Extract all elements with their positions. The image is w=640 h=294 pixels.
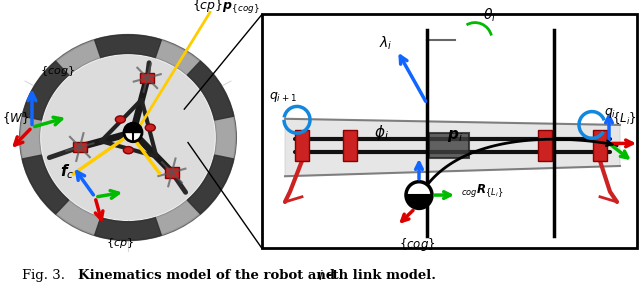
Text: $\{cog\}$: $\{cog\}$ — [399, 236, 436, 253]
Polygon shape — [285, 119, 620, 176]
Text: $q_{i+1}$: $q_{i+1}$ — [269, 90, 297, 104]
Ellipse shape — [40, 54, 216, 222]
Text: ${}_{cog}\boldsymbol{R}_{\{L_i\}}$: ${}_{cog}\boldsymbol{R}_{\{L_i\}}$ — [461, 182, 503, 199]
Circle shape — [406, 182, 432, 208]
Bar — [140, 73, 154, 83]
Text: Fig. 3.: Fig. 3. — [22, 269, 65, 282]
Bar — [295, 130, 309, 161]
Polygon shape — [22, 155, 68, 214]
Ellipse shape — [41, 55, 215, 220]
Text: $\boldsymbol{f}_c$: $\boldsymbol{f}_c$ — [60, 163, 74, 181]
Text: -th link model.: -th link model. — [327, 269, 436, 282]
Text: $\theta_i$: $\theta_i$ — [483, 6, 496, 24]
Text: $\{W\}$: $\{W\}$ — [2, 110, 29, 126]
Polygon shape — [95, 218, 161, 240]
Polygon shape — [20, 35, 236, 240]
Circle shape — [124, 123, 142, 142]
Text: $\{L_i\}$: $\{L_i\}$ — [612, 111, 637, 127]
Ellipse shape — [115, 116, 125, 123]
Text: $\phi_i$: $\phi_i$ — [374, 123, 389, 142]
Bar — [593, 130, 607, 161]
Polygon shape — [188, 61, 234, 120]
Polygon shape — [188, 155, 234, 214]
Ellipse shape — [145, 124, 156, 131]
Polygon shape — [22, 61, 68, 120]
Polygon shape — [406, 195, 432, 208]
Text: Kinematics model of the robot and: Kinematics model of the robot and — [78, 269, 340, 282]
Bar — [429, 133, 469, 158]
Bar — [262, 14, 637, 248]
Bar — [538, 130, 552, 161]
Text: $\{cp\}$: $\{cp\}$ — [106, 236, 134, 250]
Text: $\{cog\}$: $\{cog\}$ — [40, 64, 75, 78]
Text: $q_i$: $q_i$ — [604, 106, 616, 120]
Text: $i$: $i$ — [318, 269, 324, 283]
Text: $\boldsymbol{p}_i$: $\boldsymbol{p}_i$ — [447, 128, 463, 143]
Bar — [343, 130, 357, 161]
Bar — [165, 167, 179, 178]
Polygon shape — [124, 123, 142, 132]
Text: $\lambda_i$: $\lambda_i$ — [379, 34, 392, 52]
Polygon shape — [95, 35, 161, 58]
Text: $\{cp\}\boldsymbol{p}_{\{cog\}}$: $\{cp\}\boldsymbol{p}_{\{cog\}}$ — [192, 0, 260, 16]
Bar — [73, 142, 87, 152]
Ellipse shape — [20, 35, 236, 240]
Ellipse shape — [124, 147, 133, 154]
